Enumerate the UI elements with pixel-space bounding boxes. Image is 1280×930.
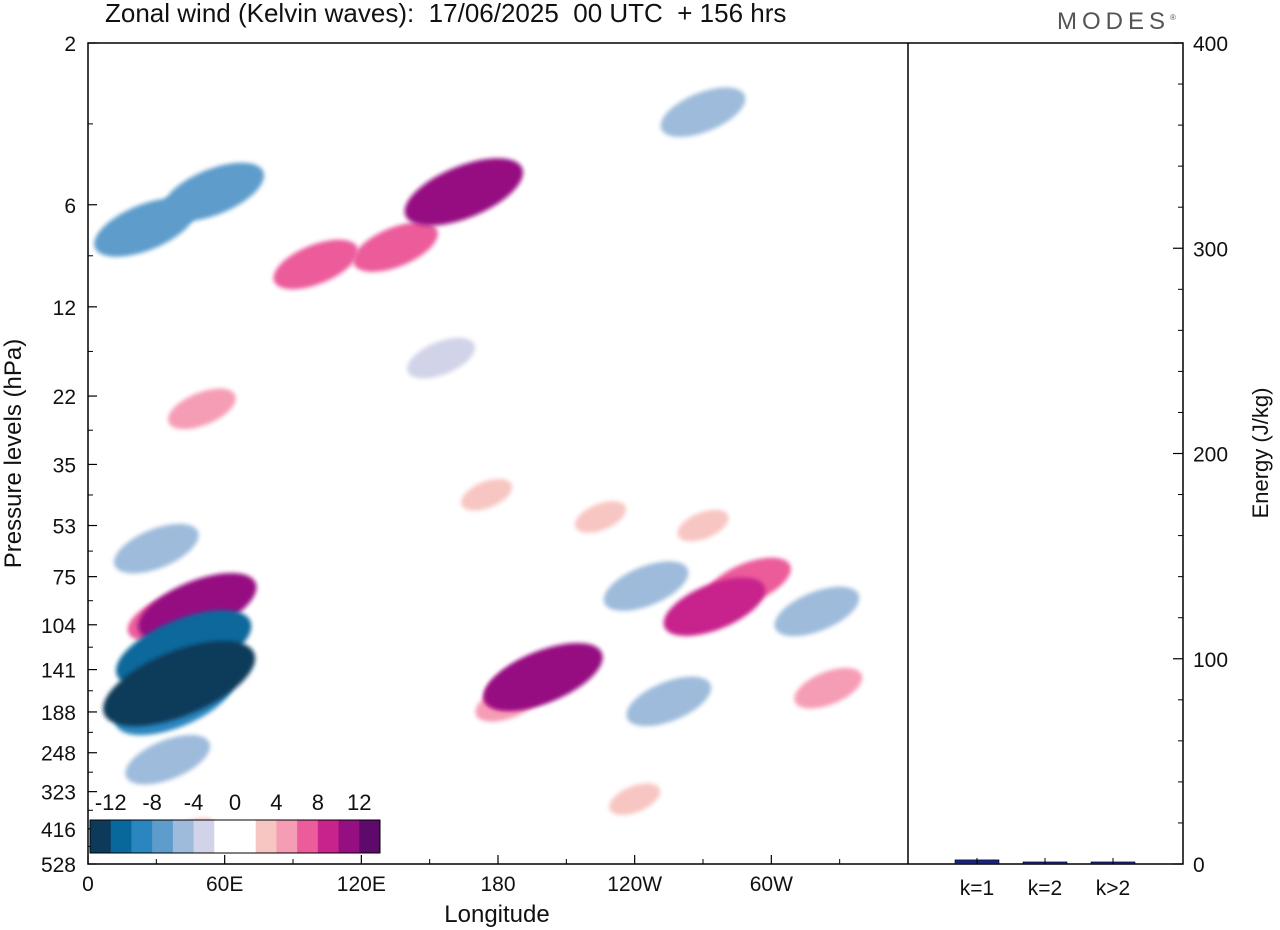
wind-anomaly-cell-22 bbox=[94, 198, 196, 257]
energy-category-label: k=1 bbox=[960, 877, 994, 900]
wind-anomaly-cell-18 bbox=[660, 87, 746, 137]
energy-tick-label: 100 bbox=[1193, 649, 1228, 672]
energy-tick-label: 0 bbox=[1193, 854, 1205, 877]
energy-category-label: k>2 bbox=[1096, 877, 1130, 900]
energy-tick-label: 200 bbox=[1193, 444, 1228, 467]
colorbar-swatch bbox=[110, 820, 132, 853]
y-tick-label: 416 bbox=[41, 819, 76, 842]
colorbar-swatch bbox=[359, 820, 381, 853]
colorbar-label: -8 bbox=[142, 790, 162, 815]
colorbar-swatch bbox=[235, 820, 257, 853]
y-tick-label: 2 bbox=[64, 33, 76, 56]
x-tick-label: 120W bbox=[607, 873, 662, 896]
colorbar-swatch bbox=[317, 820, 340, 853]
axes: 2 6 12 22 35 53 75 104 141 188 248 323 416 528 Pressur… bbox=[0, 33, 1184, 928]
wind-anomaly-cell-7 bbox=[407, 337, 475, 379]
y-tick-label: 104 bbox=[41, 615, 76, 638]
wind-anomaly-cell-25 bbox=[484, 642, 603, 711]
y-tick-label: 53 bbox=[53, 516, 76, 539]
x-tick-label: 120E bbox=[337, 873, 386, 896]
chart-title: Zonal wind (Kelvin waves): 17/06/2025 00… bbox=[105, 0, 787, 28]
wind-anomaly-cell-2 bbox=[677, 509, 729, 542]
wind-anomaly-cell-9 bbox=[125, 734, 211, 785]
colorbar-frame bbox=[89, 819, 381, 854]
colorbar-swatch bbox=[193, 820, 215, 853]
colorbar-label: -12 bbox=[95, 790, 127, 815]
y-axis-label: Pressure levels (hPa) bbox=[0, 339, 27, 568]
y-tick-label: 323 bbox=[41, 782, 76, 805]
colorbar-swatch bbox=[255, 820, 277, 853]
energy-tick-label: 300 bbox=[1193, 238, 1228, 261]
wind-anomaly-cell-13 bbox=[626, 676, 712, 727]
x-tick-label: 180 bbox=[480, 873, 515, 896]
colorbar-swatch bbox=[338, 820, 360, 853]
y-tick-label: 141 bbox=[41, 660, 76, 683]
wind-anomaly-cell-20 bbox=[663, 577, 766, 636]
y-tick-label: 6 bbox=[64, 195, 76, 218]
y-tick-label: 188 bbox=[41, 702, 76, 725]
brand-mark: ® bbox=[1170, 13, 1176, 22]
x-tick-label: 60E bbox=[206, 873, 243, 896]
x-axis-label: Longitude bbox=[444, 901, 549, 928]
colorbar-label: 0 bbox=[229, 790, 241, 815]
wind-anomaly-cell-6 bbox=[794, 667, 863, 709]
wind-anomaly-cell-16 bbox=[353, 222, 438, 272]
energy-tick-label: 400 bbox=[1193, 33, 1228, 56]
y-tick-label: 75 bbox=[53, 567, 76, 590]
y-tick-label: 248 bbox=[41, 743, 76, 766]
wind-anomaly-cell-1 bbox=[574, 501, 627, 533]
y-tick-label: 528 bbox=[41, 854, 76, 877]
colorbar-swatch bbox=[90, 820, 112, 853]
colorbar-label: 12 bbox=[347, 790, 371, 815]
colorbar-swatch bbox=[152, 820, 174, 853]
energy-bar-panel: 0 100 200 300 400 Energy (J/kg) k=1 k=2 k>2 bbox=[954, 33, 1273, 900]
wind-anomaly-cell-8 bbox=[167, 388, 236, 430]
wind-anomaly-cell-28 bbox=[103, 640, 256, 727]
y-tick-label: 35 bbox=[53, 454, 76, 477]
colorbar: -12 -8 -4 0 4 8 12 bbox=[89, 790, 381, 854]
colorbar-swatch bbox=[131, 820, 153, 853]
y-tick-label: 22 bbox=[53, 386, 76, 409]
energy-category-label: k=2 bbox=[1028, 877, 1062, 900]
colorbar-swatch bbox=[297, 820, 319, 853]
colorbar-swatch bbox=[276, 820, 298, 853]
heatmap-field bbox=[94, 87, 863, 850]
wind-anomaly-cell-3 bbox=[609, 783, 661, 816]
colorbar-label: 8 bbox=[312, 790, 324, 815]
colorbar-label: -4 bbox=[184, 790, 204, 815]
brand-name: MODES bbox=[1057, 8, 1171, 35]
wind-anomaly-cell-14 bbox=[774, 586, 860, 637]
brand-logo: MODES® bbox=[1057, 8, 1176, 36]
wind-anomaly-cell-17 bbox=[273, 239, 359, 290]
wind-anomaly-cell-26 bbox=[404, 158, 524, 226]
x-tick-label: 0 bbox=[82, 873, 94, 896]
wind-anomaly-cell-12 bbox=[603, 561, 689, 611]
wind-anomaly-cell-0 bbox=[461, 478, 513, 511]
wind-anomaly-cell-15 bbox=[113, 523, 199, 574]
colorbar-swatch bbox=[172, 820, 195, 853]
x-tick-label: 60W bbox=[750, 873, 793, 896]
colorbar-swatch bbox=[214, 820, 236, 853]
y-tick-label: 12 bbox=[53, 297, 76, 320]
colorbar-label: 4 bbox=[270, 790, 282, 815]
energy-axis-label: Energy (J/kg) bbox=[1248, 388, 1273, 519]
